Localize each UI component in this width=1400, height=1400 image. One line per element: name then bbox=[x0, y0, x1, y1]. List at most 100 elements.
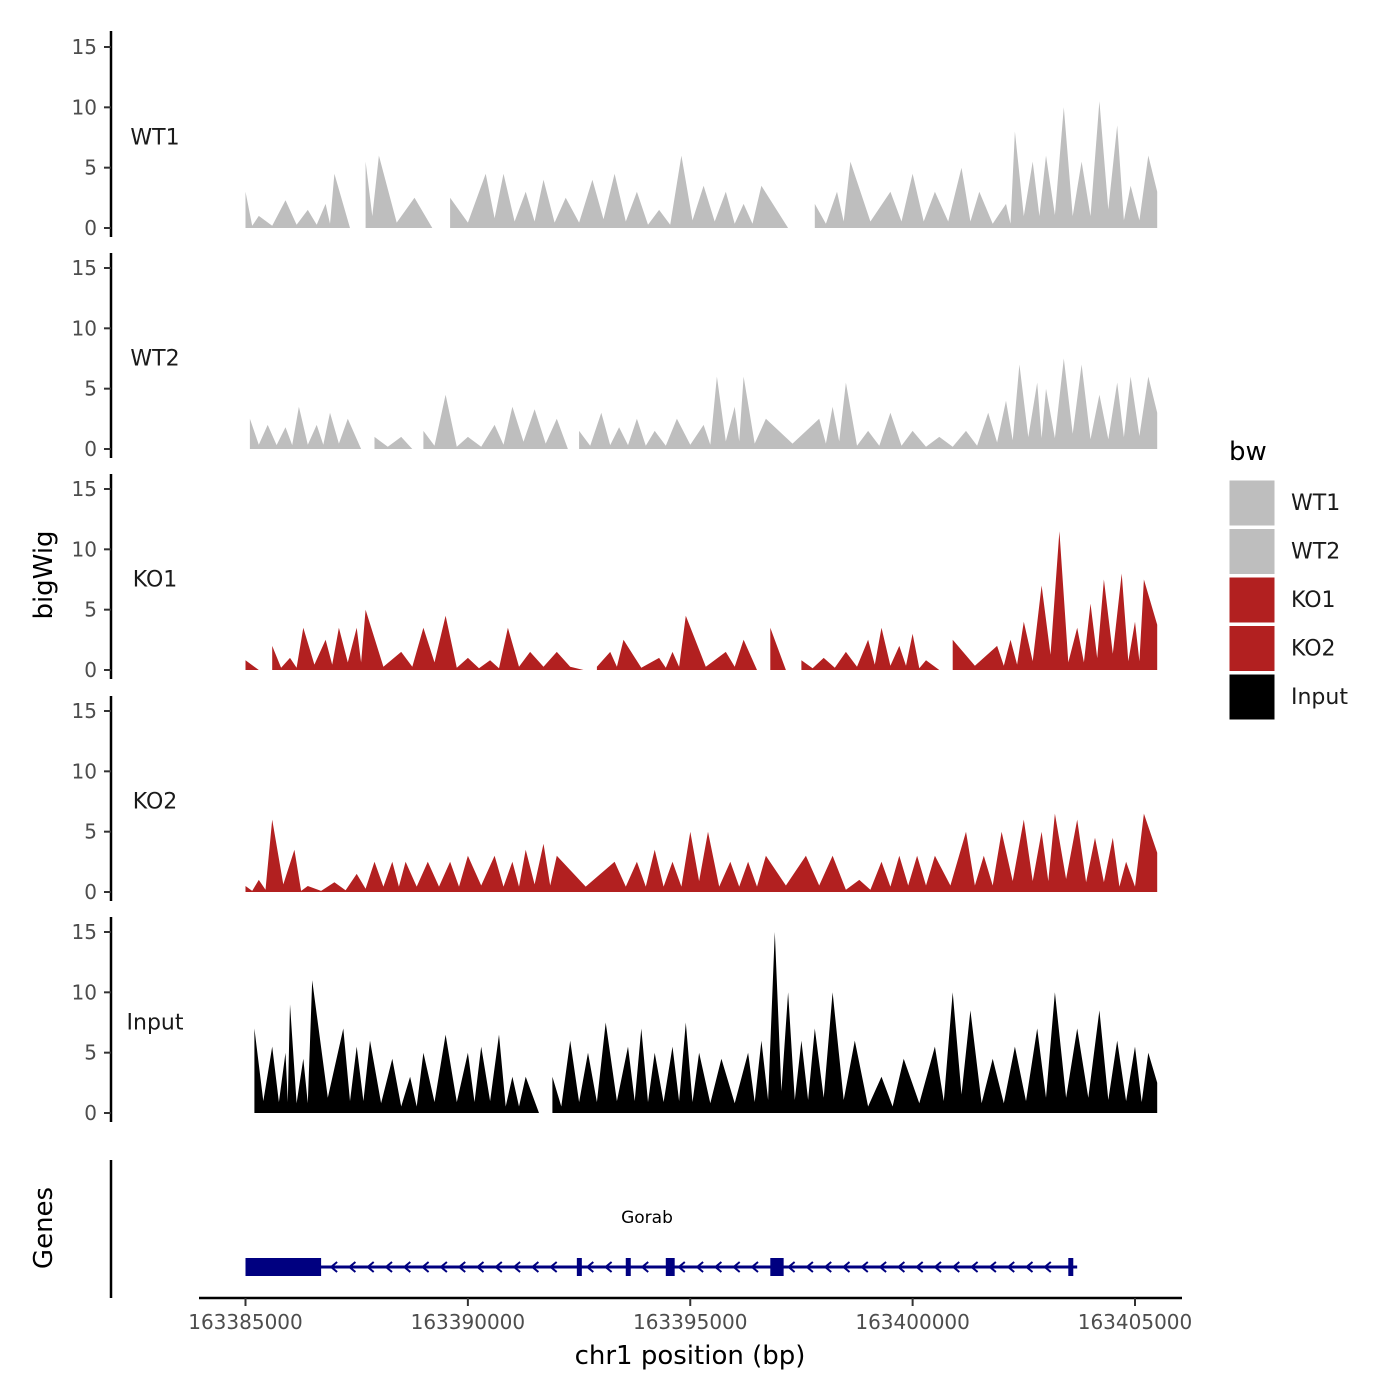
legend-key bbox=[1228, 673, 1276, 721]
strand-arrow bbox=[475, 1261, 485, 1273]
strand-arrow bbox=[421, 1261, 430, 1273]
strand-arrow bbox=[805, 1261, 814, 1273]
track-input: 0 5 10 15 Input bbox=[72, 917, 1158, 1125]
gene-exon bbox=[1068, 1258, 1074, 1276]
legend-item-input: Input bbox=[1228, 673, 1348, 721]
y-tick-label: 10 bbox=[72, 759, 97, 783]
strand-arrow bbox=[713, 1261, 723, 1273]
y-tick-label: 10 bbox=[72, 980, 97, 1004]
legend-item-ko2: KO2 bbox=[1228, 625, 1336, 672]
track-area-ko2 bbox=[245, 813, 1158, 892]
track-label: WT2 bbox=[130, 347, 179, 372]
y-tick-label: 0 bbox=[84, 437, 97, 461]
legend-key bbox=[1228, 576, 1276, 624]
y-tick-label: 10 bbox=[72, 95, 97, 119]
legend-item-wt1: WT1 bbox=[1228, 479, 1340, 527]
strand-arrow bbox=[933, 1261, 942, 1273]
track-label: WT1 bbox=[130, 126, 179, 151]
legend-label: Input bbox=[1291, 685, 1348, 710]
legend-title: bw bbox=[1229, 437, 1267, 467]
strand-arrow bbox=[732, 1261, 741, 1273]
strand-arrow bbox=[439, 1261, 448, 1273]
strand-arrow bbox=[695, 1261, 704, 1273]
y-tick-label: 0 bbox=[84, 216, 97, 240]
gene-exon bbox=[245, 1258, 322, 1276]
strand-arrow bbox=[457, 1261, 466, 1273]
strand-arrow bbox=[494, 1261, 503, 1273]
y-tick-label: 5 bbox=[84, 156, 97, 180]
strand-arrow bbox=[951, 1261, 960, 1273]
x-tick-label: 163400000 bbox=[855, 1310, 970, 1334]
strand-arrow bbox=[915, 1261, 924, 1273]
gene-label: Gorab bbox=[621, 1208, 673, 1228]
legend-label: WT2 bbox=[1291, 540, 1340, 565]
y-tick-label: 15 bbox=[72, 920, 97, 944]
legend-key bbox=[1228, 528, 1276, 575]
strand-arrow bbox=[677, 1261, 686, 1273]
legend-item-ko1: KO1 bbox=[1228, 576, 1336, 624]
track-label: KO2 bbox=[133, 790, 178, 815]
track-area-input bbox=[254, 932, 1158, 1113]
x-tick-label: 163395000 bbox=[633, 1310, 748, 1334]
y-tick-label: 0 bbox=[84, 1101, 97, 1125]
strand-arrow bbox=[549, 1261, 558, 1273]
strand-arrow bbox=[860, 1261, 869, 1273]
strand-arrow bbox=[878, 1261, 887, 1273]
y-tick-label: 10 bbox=[72, 316, 97, 340]
x-tick-label: 163385000 bbox=[188, 1310, 303, 1334]
strand-arrow bbox=[604, 1261, 613, 1273]
track-ko1: 0 5 10 15 KO1 bbox=[72, 474, 1158, 682]
strand-arrow bbox=[841, 1261, 851, 1273]
track-area-wt2 bbox=[249, 358, 1158, 449]
y-tick-label: 15 bbox=[72, 477, 97, 501]
y-tick-label: 15 bbox=[72, 35, 97, 59]
y-axis-title: bigWig bbox=[29, 530, 59, 619]
y-tick-label: 5 bbox=[84, 1041, 97, 1065]
y-tick-label: 15 bbox=[72, 256, 97, 280]
strand-arrow bbox=[1024, 1261, 1034, 1273]
strand-arrow bbox=[366, 1261, 375, 1273]
x-axis: 163385000 163390000 163395000 163400000 1634… bbox=[188, 1296, 1192, 1334]
strand-arrow bbox=[640, 1261, 649, 1273]
strand-arrow bbox=[750, 1261, 759, 1273]
gene-exon bbox=[770, 1258, 784, 1276]
legend-label: KO1 bbox=[1291, 588, 1336, 613]
strand-arrow bbox=[512, 1261, 521, 1273]
strand-arrow bbox=[585, 1261, 594, 1273]
x-tick-label: 163390000 bbox=[411, 1310, 526, 1334]
y-tick-label: 5 bbox=[84, 598, 97, 622]
strand-arrow bbox=[1006, 1261, 1015, 1273]
y-tick-label: 10 bbox=[72, 537, 97, 561]
y-tick-label: 5 bbox=[84, 820, 97, 844]
legend-label: WT1 bbox=[1291, 491, 1340, 516]
strand-arrow bbox=[329, 1261, 338, 1273]
track-ko2: 0 5 10 15 KO2 bbox=[72, 696, 1158, 904]
gene-exon bbox=[625, 1258, 631, 1276]
strand-arrow bbox=[1043, 1261, 1052, 1273]
legend-label: KO2 bbox=[1291, 637, 1336, 662]
gene-panel-title: Genes bbox=[29, 1187, 59, 1269]
legend: bw WT1 WT2 KO1 KO2 Input bbox=[1228, 437, 1348, 721]
track-wt2: 0 5 10 15 WT2 bbox=[72, 253, 1158, 461]
legend-key bbox=[1228, 479, 1276, 527]
y-tick-label: 15 bbox=[72, 699, 97, 723]
gene-panel: Genes Gorab bbox=[29, 1160, 1078, 1298]
track-wt1: 0 5 10 15 WT1 bbox=[72, 31, 1158, 240]
strand-arrow bbox=[988, 1261, 997, 1273]
track-area-ko1 bbox=[245, 531, 1158, 670]
x-axis-title: chr1 position (bp) bbox=[575, 1341, 806, 1371]
gene-exon bbox=[576, 1258, 582, 1276]
legend-key bbox=[1228, 625, 1276, 672]
y-tick-label: 0 bbox=[84, 658, 97, 682]
track-label: Input bbox=[127, 1011, 184, 1036]
track-label: KO1 bbox=[133, 568, 178, 593]
strand-arrow bbox=[896, 1261, 906, 1273]
strand-arrow bbox=[970, 1261, 979, 1273]
gene-model-gorab bbox=[245, 1258, 1078, 1276]
legend-item-wt2: WT2 bbox=[1228, 528, 1340, 575]
y-tick-label: 0 bbox=[84, 880, 97, 904]
bigwig-tracks: 0 5 10 15 WT1 0 5 10 15 WT2 0 5 10 15 KO1 0 5 10 15 KO2 0 5 10… bbox=[72, 31, 1158, 1125]
gene-exon bbox=[665, 1258, 675, 1276]
